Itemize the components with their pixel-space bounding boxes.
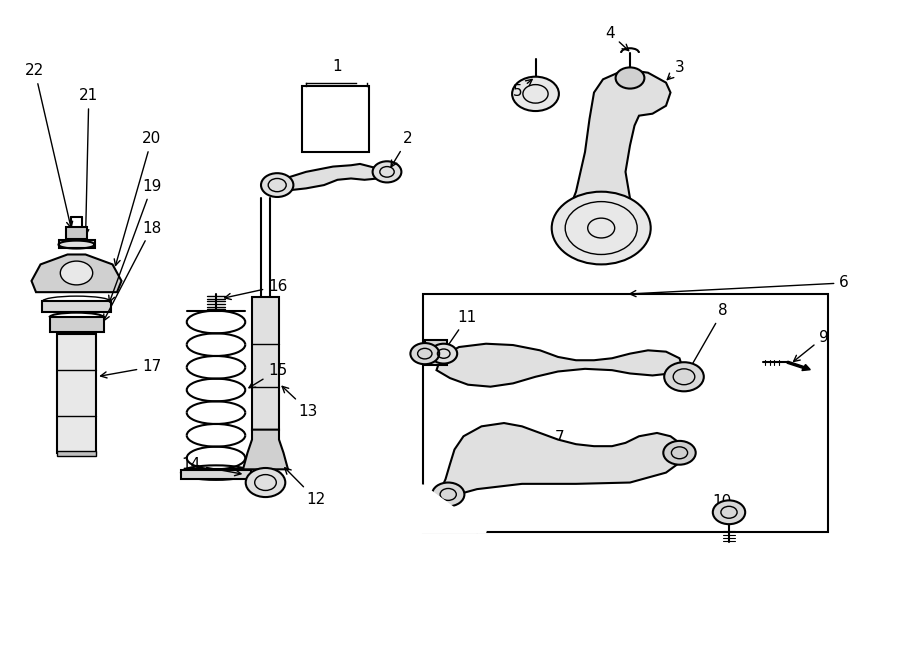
Circle shape — [616, 67, 644, 89]
Bar — [42, 301, 111, 312]
Circle shape — [512, 77, 559, 111]
Text: 6: 6 — [630, 276, 849, 297]
Circle shape — [60, 261, 93, 285]
Text: 16: 16 — [225, 279, 288, 299]
Polygon shape — [414, 486, 486, 532]
Text: 5: 5 — [513, 79, 532, 98]
Text: 18: 18 — [104, 221, 161, 321]
Circle shape — [552, 192, 651, 264]
Bar — [302, 86, 369, 152]
FancyArrow shape — [787, 362, 810, 371]
Text: 11: 11 — [444, 310, 477, 352]
Text: 9: 9 — [794, 330, 829, 362]
Circle shape — [713, 500, 745, 524]
Text: 8: 8 — [688, 303, 728, 371]
Polygon shape — [243, 430, 288, 469]
Text: 3: 3 — [667, 60, 685, 79]
Text: 21: 21 — [79, 89, 98, 235]
Bar — [58, 240, 94, 248]
Text: 15: 15 — [249, 363, 287, 388]
Text: 22: 22 — [25, 63, 73, 228]
Circle shape — [663, 441, 696, 465]
Polygon shape — [274, 164, 382, 190]
Polygon shape — [32, 254, 122, 292]
Text: 1: 1 — [333, 59, 342, 73]
Bar — [425, 340, 447, 365]
Polygon shape — [558, 69, 670, 254]
Circle shape — [432, 483, 464, 506]
Polygon shape — [441, 423, 684, 499]
Text: 14: 14 — [182, 457, 241, 476]
Circle shape — [664, 362, 704, 391]
Text: 4: 4 — [605, 26, 628, 51]
Bar — [66, 227, 87, 239]
Bar — [252, 297, 279, 430]
Text: 20: 20 — [114, 132, 161, 266]
Bar — [423, 294, 828, 532]
Circle shape — [261, 173, 293, 197]
Circle shape — [410, 343, 439, 364]
Circle shape — [430, 344, 457, 364]
Bar — [57, 451, 96, 456]
Bar — [57, 334, 96, 453]
Text: 12: 12 — [284, 468, 325, 506]
Text: 7: 7 — [544, 430, 564, 462]
Bar — [181, 470, 251, 479]
Polygon shape — [436, 344, 682, 387]
Text: 13: 13 — [283, 386, 319, 418]
Circle shape — [246, 468, 285, 497]
Text: 17: 17 — [101, 360, 161, 378]
Text: 2: 2 — [391, 132, 413, 167]
Text: 19: 19 — [109, 179, 162, 302]
Circle shape — [373, 161, 401, 182]
Text: 10: 10 — [712, 494, 732, 520]
Bar — [50, 317, 104, 332]
